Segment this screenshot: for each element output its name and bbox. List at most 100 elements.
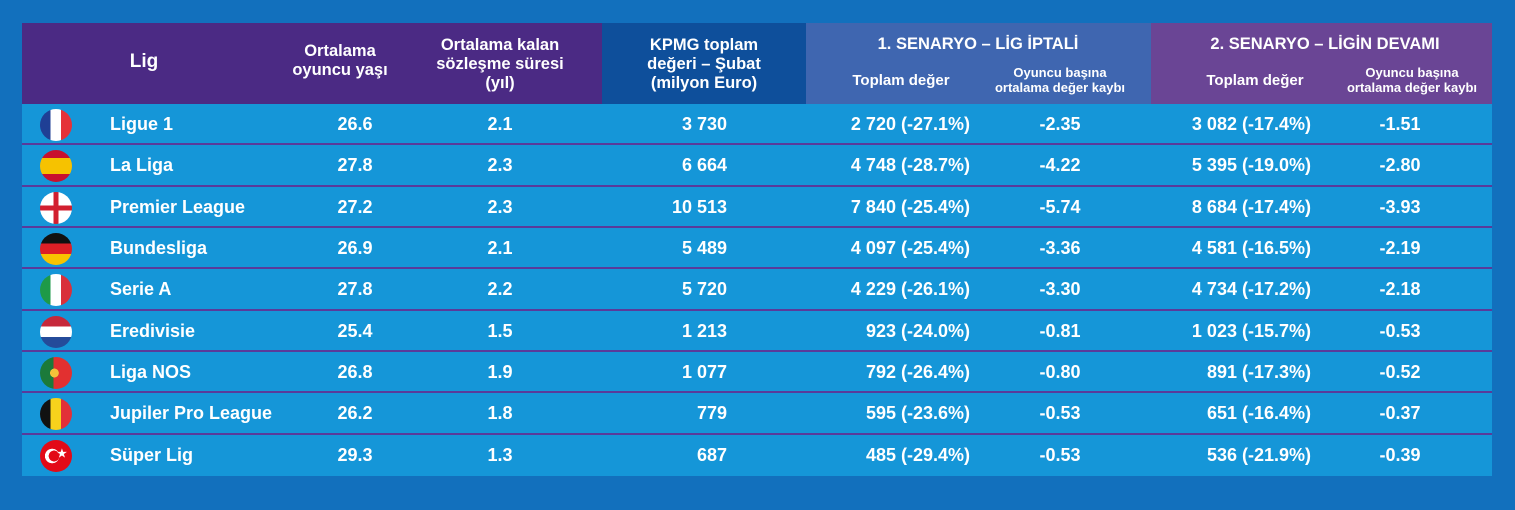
s1-loss-cell: -0.53 <box>1039 403 1081 424</box>
league-value-table: Lig Ortalama oyuncu yaşı Ortalama kalan sö… <box>22 23 1492 476</box>
header-line: (yıl) <box>485 74 515 92</box>
s1-loss-cell: -0.53 <box>1039 444 1081 465</box>
header-line: sözleşme süresi <box>436 55 564 73</box>
star-icon: ★ <box>57 447 67 460</box>
contract-cell: 1.9 <box>487 361 513 382</box>
header-line: oyuncu yaşı <box>292 61 388 79</box>
s2-total-cell: 4 734 (-17.2%) <box>1191 279 1311 300</box>
s1-loss-cell: -3.30 <box>1039 279 1081 300</box>
table-row: Ligue 1 26.6 2.1 3 730 2 720 (-27.1%) -2.35 3 … <box>22 104 1492 146</box>
header-line: değeri – Şubat <box>647 55 761 73</box>
germany-flag-icon <box>40 232 72 265</box>
header-line: (milyon Euro) <box>650 74 758 92</box>
table-row: Jupiler Pro League 26.2 1.8 779 595 (-23.6%)… <box>22 393 1492 435</box>
s1-loss-cell: -3.36 <box>1039 237 1081 258</box>
scenario-2-loss-header: Oyuncu başına ortalama değer kaybı <box>1347 65 1477 95</box>
header-line: KPMG toplam <box>649 36 759 54</box>
s2-loss-cell: -2.80 <box>1379 155 1421 176</box>
s2-total-cell: 3 082 (-17.4%) <box>1191 114 1311 134</box>
table-row: ★ Süper Lig 29.3 1.3 687 485 (-29.4%) -0.53 536… <box>22 435 1492 476</box>
scenario-1-title: 1. SENARYO – LİG İPTALİ <box>877 35 1079 53</box>
portugal-flag-icon <box>40 356 72 389</box>
table-row: Serie A 27.8 2.2 5 720 4 229 (-26.1%) -3.30 4 … <box>22 269 1492 311</box>
scenario-1-total-header: Toplam değer <box>852 72 950 89</box>
age-cell: 26.8 <box>337 361 373 382</box>
s2-total-cell: 891 (-17.3%) <box>1206 361 1311 382</box>
s2-loss-cell: -2.18 <box>1379 279 1421 300</box>
league-name: La Liga <box>110 155 174 176</box>
belgium-flag-icon <box>40 398 72 431</box>
kpmg-cell: 5 489 <box>681 237 727 258</box>
s2-loss-cell: -0.37 <box>1379 403 1421 424</box>
s2-total-cell: 536 (-21.9%) <box>1206 444 1311 465</box>
s1-loss-cell: -0.80 <box>1039 361 1081 382</box>
s1-loss-cell: -4.22 <box>1039 155 1081 176</box>
header-line: Ortalama kalan <box>440 36 560 54</box>
header-line: Oyuncu başına <box>1013 65 1107 80</box>
s2-total-cell: 651 (-16.4%) <box>1206 403 1311 424</box>
scenario-2-title: 2. SENARYO – LİGİN DEVAMI <box>1210 35 1440 53</box>
kpmg-cell: 6 664 <box>681 155 727 176</box>
kpmg-cell: 779 <box>696 403 727 424</box>
s1-total-cell: 595 (-23.6%) <box>865 403 970 424</box>
header-kpmg: KPMG toplam değeri – Şubat (milyon Euro) <box>602 23 806 104</box>
s2-total-cell: 4 581 (-16.5%) <box>1191 237 1311 258</box>
kpmg-cell: 1 077 <box>681 361 727 382</box>
kpmg-cell: 687 <box>696 444 727 465</box>
contract-cell: 2.1 <box>487 237 513 258</box>
s1-total-cell: 485 (-29.4%) <box>865 444 970 465</box>
s2-total-cell: 8 684 (-17.4%) <box>1191 196 1311 217</box>
league-name: Süper Lig <box>110 444 194 465</box>
england-flag-icon <box>40 191 72 224</box>
s1-total-cell: 7 840 (-25.4%) <box>850 196 970 217</box>
league-name: Eredivisie <box>110 320 196 341</box>
header-scenario-2: 2. SENARYO – LİGİN DEVAMI Toplam değer O… <box>1151 23 1492 104</box>
spain-flag-icon <box>40 150 72 183</box>
league-name: Ligue 1 <box>110 114 174 134</box>
s1-total-cell: 4 097 (-25.4%) <box>850 237 970 258</box>
s1-total-cell: 792 (-26.4%) <box>865 361 970 382</box>
contract-cell: 1.5 <box>487 320 513 341</box>
contract-cell: 2.1 <box>487 114 513 134</box>
scenario-1-loss-header: Oyuncu başına ortalama değer kaybı <box>995 65 1125 95</box>
netherlands-flag-icon <box>40 315 72 348</box>
age-cell: 27.8 <box>337 155 373 176</box>
contract-cell: 1.3 <box>487 444 513 465</box>
kpmg-cell: 10 513 <box>671 196 727 217</box>
s2-loss-cell: -0.39 <box>1379 444 1421 465</box>
league-name: Serie A <box>110 279 172 300</box>
age-cell: 26.6 <box>337 114 373 134</box>
s2-loss-cell: -0.53 <box>1379 320 1421 341</box>
age-cell: 27.8 <box>337 279 373 300</box>
s1-total-cell: 4 748 (-28.7%) <box>850 155 970 176</box>
s1-total-cell: 923 (-24.0%) <box>865 320 970 341</box>
s2-loss-cell: -1.51 <box>1379 114 1421 134</box>
header-line: ortalama değer kaybı <box>994 80 1126 95</box>
s1-total-cell: 4 229 (-26.1%) <box>850 279 970 300</box>
contract-cell: 1.8 <box>487 403 513 424</box>
league-name: Bundesliga <box>110 237 208 258</box>
header-line: Oyuncu başına <box>1365 65 1459 80</box>
league-name: Jupiler Pro League <box>110 403 273 424</box>
header-avg-age: Ortalama oyuncu yaşı <box>292 42 387 80</box>
header-scenario-1: 1. SENARYO – LİG İPTALİ Toplam değer Oyu… <box>806 23 1151 104</box>
age-cell: 26.9 <box>337 237 373 258</box>
kpmg-cell: 5 720 <box>681 279 727 300</box>
table-row: Bundesliga 26.9 2.1 5 489 4 097 (-25.4%) -3.3… <box>22 228 1492 270</box>
france-flag-icon <box>40 109 72 141</box>
turkey-flag-icon: ★ <box>40 439 72 472</box>
table-row: Liga NOS 26.8 1.9 1 077 792 (-26.4%) -0.80 891… <box>22 352 1492 394</box>
header-league: Lig <box>129 51 159 72</box>
league-name: Liga NOS <box>110 361 192 382</box>
header-league-section: Lig Ortalama oyuncu yaşı Ortalama kalan sö… <box>22 23 602 104</box>
league-name: Premier League <box>110 196 246 217</box>
table-row: La Liga 27.8 2.3 6 664 4 748 (-28.7%) -4.22 5 … <box>22 145 1492 187</box>
s1-total-cell: 2 720 (-27.1%) <box>850 114 970 134</box>
contract-cell: 2.2 <box>487 279 513 300</box>
scenario-2-total-header: Toplam değer <box>1206 72 1304 89</box>
s2-loss-cell: -0.52 <box>1379 361 1421 382</box>
italy-flag-icon <box>40 274 72 307</box>
age-cell: 26.2 <box>337 403 373 424</box>
s1-loss-cell: -0.81 <box>1039 320 1081 341</box>
age-cell: 25.4 <box>337 320 373 341</box>
